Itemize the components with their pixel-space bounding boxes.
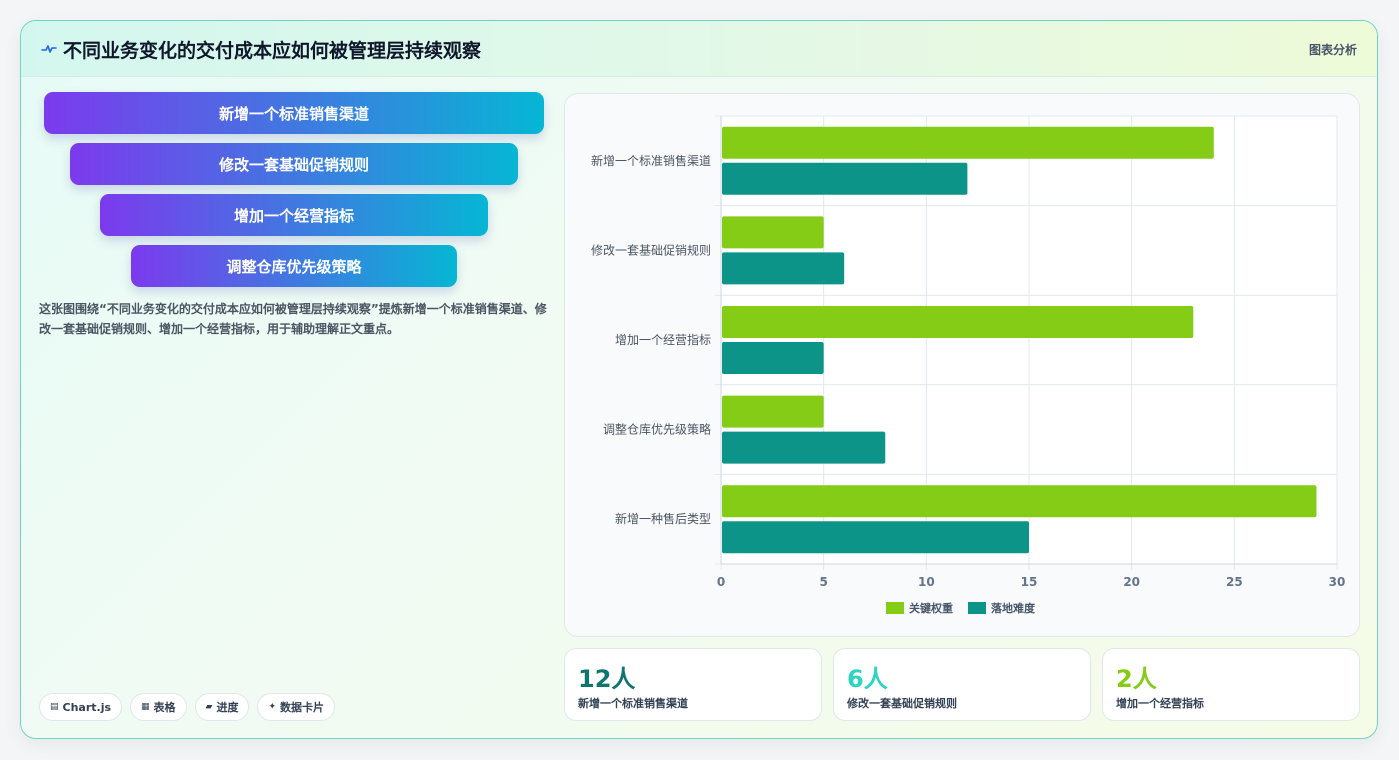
main-card: 不同业务变化的交付成本应如何被管理层持续观察 图表分析 新增一个标准销售渠道 修… — [20, 20, 1378, 739]
bar-difficulty — [722, 342, 824, 374]
bar-weight — [722, 126, 1214, 159]
legend-label: 落地难度 — [991, 601, 1036, 615]
tag-label: 数据卡片 — [280, 701, 325, 714]
pulse-icon — [41, 45, 57, 53]
tag-label: Chart.js — [62, 700, 112, 714]
tag-table[interactable]: ▦ 表格 — [130, 693, 187, 721]
tag-label: 进度 — [216, 701, 239, 714]
bar-difficulty — [722, 431, 886, 464]
bar-weight — [722, 395, 824, 428]
x-tick-label: 25 — [1226, 575, 1243, 589]
legend-swatch — [886, 602, 904, 614]
table-icon: ▦ — [141, 702, 150, 712]
x-tick-label: 10 — [918, 575, 935, 589]
stat-value: 6人 — [847, 665, 888, 693]
y-tick-label: 增加一个经营指标 — [615, 332, 711, 347]
stat-card-3: 2人 增加一个经营指标 — [1102, 648, 1360, 721]
tag-chartjs[interactable]: ▤ Chart.js — [39, 693, 123, 721]
stat-value: 2人 — [1116, 665, 1157, 693]
x-tick-label: 15 — [1021, 575, 1038, 589]
tag-label: 表格 — [153, 701, 176, 714]
bar-weight — [722, 485, 1317, 518]
bar-weight — [722, 216, 824, 249]
bar-difficulty — [722, 521, 1029, 554]
funnel-step-4: 调整仓库优先级策略 — [131, 245, 457, 287]
stat-card-2: 6人 修改一套基础促销规则 — [833, 648, 1091, 721]
x-tick-label: 5 — [819, 575, 827, 589]
stat-card-1: 12人 新增一个标准销售渠道 — [564, 648, 822, 721]
legend-swatch — [968, 602, 986, 614]
tag-list: ▤ Chart.js ▦ 表格 ▰ 进度 ✦ 数据卡片 — [39, 693, 336, 721]
x-tick-label: 30 — [1329, 575, 1346, 589]
y-tick-label: 新增一个标准销售渠道 — [591, 153, 711, 168]
bar-difficulty — [722, 162, 968, 195]
bar-chart: 0 5 10 15 20 25 30 新增一个标准销售渠道修改一套基础促销规则增加一个经营指标… — [591, 115, 1346, 615]
bar-difficulty — [722, 252, 845, 285]
funnel-step-2: 修改一套基础促销规则 — [70, 143, 518, 185]
page-subtitle: 图表分析 — [1308, 43, 1357, 57]
y-tick-label: 新增一种售后类型 — [615, 511, 711, 526]
legend-label: 关键权重 — [909, 601, 953, 615]
chart-icon: ▤ — [50, 702, 59, 712]
chart-panel: 0 5 10 15 20 25 30 新增一个标准销售渠道 修改一套基础促销规则增加一个经营指标… — [564, 93, 1360, 637]
funnel-step-1: 新增一个标准销售渠道 — [44, 92, 544, 134]
y-tick-label: 调整仓库优先级策略 — [603, 422, 711, 437]
bar-weight — [722, 306, 1194, 338]
y-tick-label: 修改一套基础促销规则 — [591, 242, 711, 257]
stat-label: 新增一个标准销售渠道 — [578, 697, 688, 710]
stat-label: 修改一套基础促销规则 — [847, 697, 957, 710]
header: 不同业务变化的交付成本应如何被管理层持续观察 图表分析 — [21, 21, 1377, 77]
description: 这张图围绕“不同业务变化的交付成本应如何被管理层持续观察”提炼新增一个标准销售渠… — [39, 302, 547, 336]
stat-label: 增加一个经营指标 — [1116, 697, 1204, 710]
page-title: 不同业务变化的交付成本应如何被管理层持续观察 — [63, 40, 482, 62]
funnel-step-3: 增加一个经营指标 — [100, 194, 488, 236]
x-tick-label: 20 — [1123, 575, 1140, 589]
stat-value: 12人 — [578, 665, 636, 693]
sparkle-icon: ✦ — [268, 702, 277, 712]
progress-icon: ▰ — [205, 702, 213, 712]
tag-progress[interactable]: ▰ 进度 — [194, 693, 250, 721]
x-tick-label: 0 — [717, 575, 725, 589]
tag-data-card[interactable]: ✦ 数据卡片 — [257, 693, 336, 721]
